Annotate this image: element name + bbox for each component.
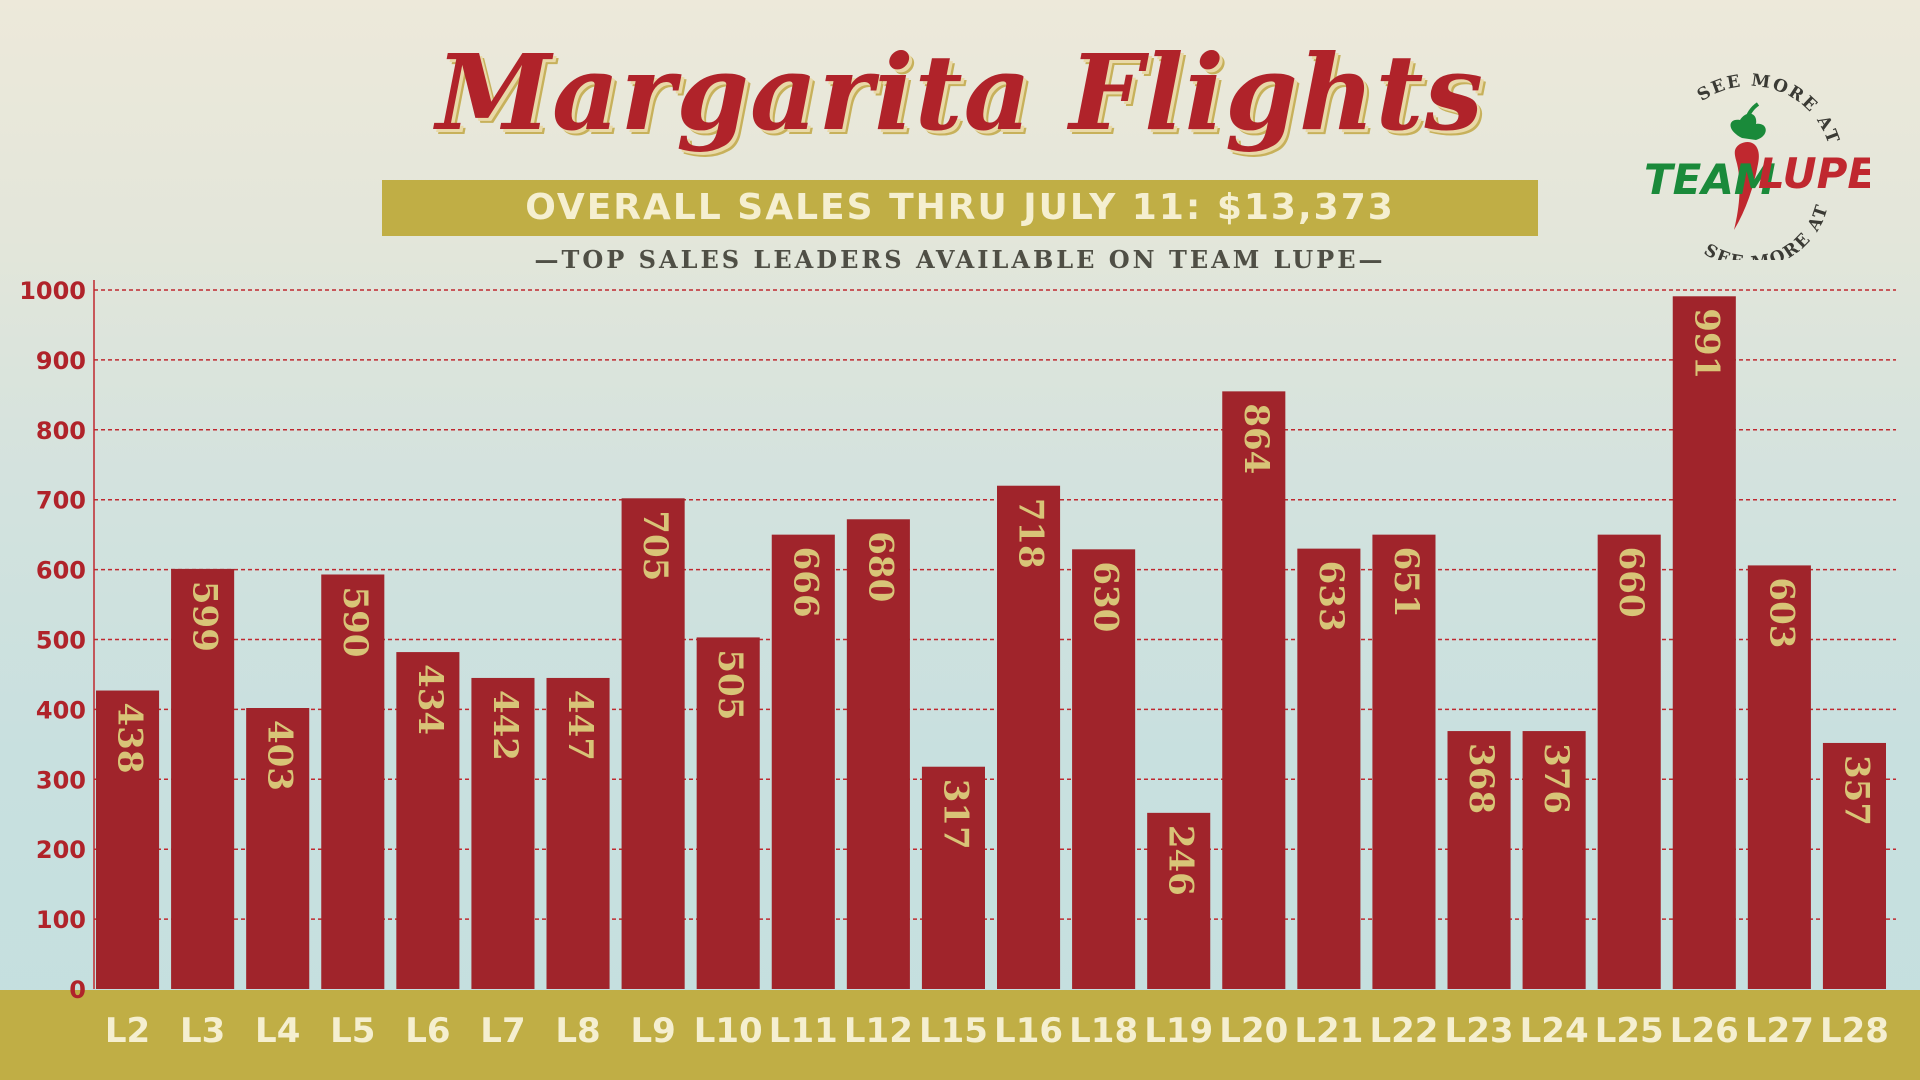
bar-L7	[471, 677, 535, 989]
x-tick-label-L2: L2	[105, 1011, 150, 1051]
bar-value-label-L24: 376	[1536, 743, 1576, 814]
bar-value-label-L5: 590	[335, 586, 375, 657]
bar-value-label-L25: 660	[1611, 547, 1651, 618]
bar-value-label-L12: 680	[860, 531, 900, 602]
x-tick-label-L5: L5	[330, 1011, 375, 1051]
y-tick-label-700: 700	[36, 487, 86, 515]
bar-L15	[921, 766, 985, 989]
y-tick-label-200: 200	[36, 836, 86, 864]
x-tick-label-L4: L4	[255, 1011, 300, 1051]
x-tick-label-L26: L26	[1670, 1011, 1739, 1051]
x-tick-label-L3: L3	[180, 1011, 225, 1051]
bar-L21	[1297, 548, 1361, 989]
y-tick-label-400: 400	[36, 696, 86, 724]
team-lupe-logo[interactable]: SEE MORE AT TEAM LUPE SEE MORE AT	[1630, 60, 1870, 260]
bar-L19	[1147, 812, 1211, 989]
bar-value-label-L15: 317	[935, 779, 975, 850]
bar-L20	[1222, 391, 1286, 990]
x-tick-label-L20: L20	[1219, 1011, 1288, 1051]
bar-L26	[1672, 296, 1736, 989]
x-tick-label-L22: L22	[1369, 1011, 1438, 1051]
bar-value-label-L10: 505	[710, 649, 750, 720]
x-tick-label-L21: L21	[1294, 1011, 1363, 1051]
x-tick-label-L11: L11	[769, 1011, 838, 1051]
y-tick-label-100: 100	[36, 906, 86, 934]
chart-subtitle: —TOP SALES LEADERS AVAILABLE ON TEAM LUP…	[534, 245, 1386, 274]
x-tick-label-L25: L25	[1595, 1011, 1664, 1051]
chili-pepper-icon	[1730, 102, 1766, 230]
x-tick-label-L15: L15	[919, 1011, 988, 1051]
bar-L2	[96, 690, 160, 989]
x-tick-label-L7: L7	[480, 1011, 525, 1051]
bar-L28	[1822, 742, 1886, 989]
chart-title: Margarita Flights	[435, 31, 1485, 154]
bar-L4	[246, 708, 310, 989]
bar-L11	[771, 534, 835, 989]
x-tick-label-L24: L24	[1520, 1011, 1589, 1051]
bar-value-label-L11: 666	[785, 547, 825, 618]
x-tick-label-L12: L12	[844, 1011, 913, 1051]
bar-value-label-L9: 705	[635, 510, 675, 581]
bar-value-label-L21: 633	[1311, 561, 1351, 632]
bar-value-label-L3: 599	[185, 581, 225, 652]
bar-L9	[621, 498, 685, 989]
y-tick-label-500: 500	[36, 627, 86, 655]
bar-value-label-L7: 442	[485, 690, 525, 761]
bar-L5	[321, 574, 385, 989]
overall-sales-band	[382, 180, 1538, 236]
x-tick-label-L9: L9	[630, 1011, 675, 1051]
x-tick-label-L18: L18	[1069, 1011, 1138, 1051]
bar-value-label-L26: 991	[1686, 308, 1726, 379]
bar-value-label-L16: 718	[1011, 498, 1051, 569]
bar-L27	[1747, 565, 1811, 989]
bar-L23	[1447, 731, 1511, 989]
bar-value-label-L18: 630	[1086, 561, 1126, 632]
logo-lupe-text: LUPE	[1758, 149, 1870, 198]
bar-L8	[546, 677, 610, 989]
bar-value-label-L8: 447	[560, 690, 600, 761]
bar-value-label-L22: 651	[1386, 547, 1426, 618]
category-axis-band	[0, 990, 1920, 1080]
bar-value-label-L20: 864	[1236, 403, 1276, 474]
bar-value-label-L23: 368	[1461, 743, 1501, 814]
x-tick-label-L6: L6	[405, 1011, 450, 1051]
bar-L6	[396, 652, 460, 989]
overall-sales-text: OVERALL SALES THRU JULY 11: $13,373	[525, 187, 1395, 228]
bar-L22	[1372, 534, 1436, 989]
x-tick-label-L16: L16	[994, 1011, 1063, 1051]
x-tick-label-L23: L23	[1445, 1011, 1514, 1051]
x-tick-label-L27: L27	[1745, 1011, 1814, 1051]
logo-team-text: TEAM	[1644, 155, 1776, 204]
bar-L3	[171, 568, 235, 989]
y-tick-label-0: 0	[69, 976, 86, 1004]
y-tick-label-600: 600	[36, 557, 86, 585]
y-tick-label-800: 800	[36, 417, 86, 445]
y-tick-label-300: 300	[36, 766, 86, 794]
bar-value-label-L27: 603	[1761, 577, 1801, 648]
x-tick-label-L10: L10	[694, 1011, 763, 1051]
bar-L18	[1072, 549, 1136, 989]
bar-value-label-L6: 434	[410, 664, 450, 735]
bar-value-label-L4: 403	[260, 720, 300, 791]
bar-L25	[1597, 534, 1661, 989]
bar-L10	[696, 637, 760, 989]
bar-L12	[846, 519, 910, 989]
bar-value-label-L2: 438	[110, 703, 150, 774]
bar-L16	[997, 485, 1061, 989]
bar-value-label-L19: 246	[1161, 825, 1201, 896]
bar-value-label-L28: 357	[1836, 755, 1876, 826]
x-tick-label-L8: L8	[555, 1011, 600, 1051]
x-tick-label-L19: L19	[1144, 1011, 1213, 1051]
bar-L24	[1522, 731, 1586, 989]
x-tick-label-L28: L28	[1820, 1011, 1889, 1051]
y-tick-label-1000: 1000	[19, 277, 86, 305]
y-tick-label-900: 900	[36, 347, 86, 375]
